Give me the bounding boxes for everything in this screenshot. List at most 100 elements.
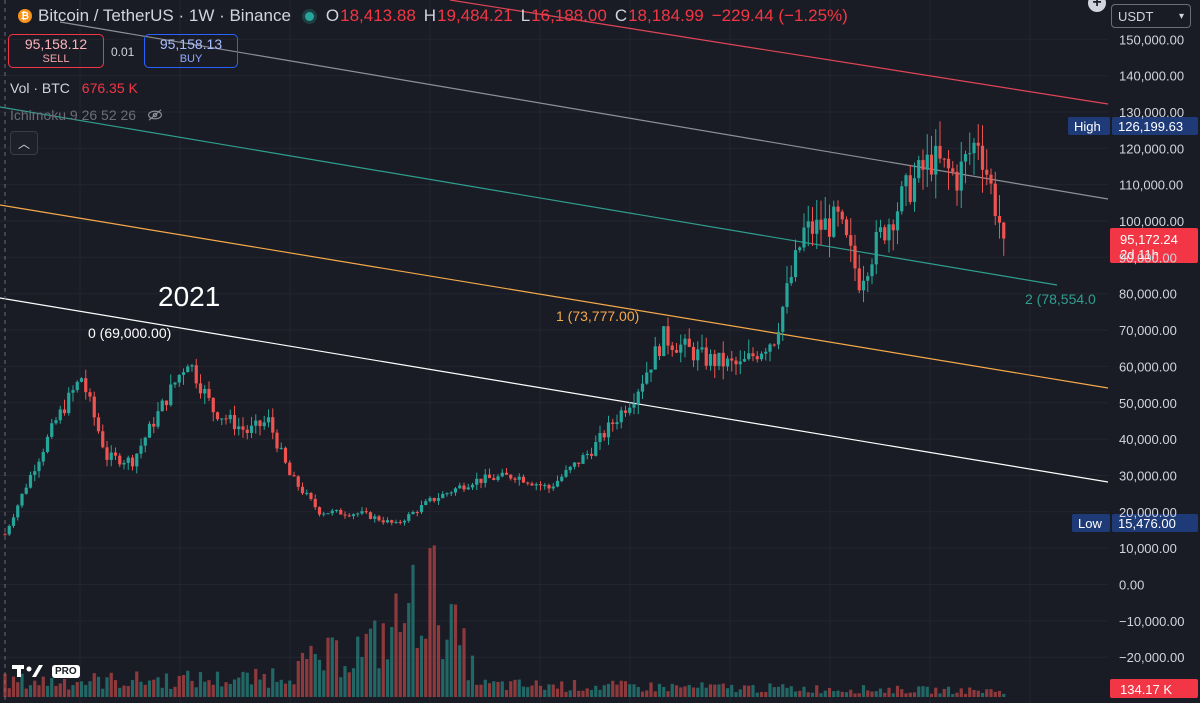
- volume-bar: [602, 685, 606, 697]
- volume-bar: [742, 685, 747, 697]
- candle-body: [725, 358, 730, 367]
- volume-bar: [853, 693, 857, 697]
- y-tick-label: 30,000.00: [1119, 468, 1177, 483]
- volume-bar: [645, 690, 649, 697]
- volume-bar: [755, 692, 759, 697]
- currency-select[interactable]: USDT ▾: [1111, 4, 1191, 28]
- volume-bar: [708, 684, 713, 697]
- volume-bar: [589, 689, 594, 697]
- volume-bar: [900, 689, 904, 697]
- volume-bar: [904, 693, 908, 697]
- ichimoku-legend[interactable]: Ichimoku 9 26 52 26: [10, 107, 164, 123]
- volume-bar: [462, 628, 466, 697]
- volume-bar: [181, 675, 186, 697]
- candle-body: [547, 485, 551, 489]
- volume-bar: [292, 684, 296, 697]
- fib-1-label: 1 (73,777.00): [556, 308, 639, 324]
- y-tick-label: −10,000.00: [1119, 614, 1184, 629]
- candle-body: [415, 511, 419, 513]
- candle-body: [436, 498, 441, 501]
- candle-body: [938, 145, 942, 159]
- symbol-title[interactable]: Bitcoin / TetherUS · 1W · Binance: [38, 6, 291, 25]
- volume-bar: [598, 689, 602, 697]
- volume-bar: [24, 688, 28, 697]
- candle-body: [968, 153, 972, 155]
- candle-body: [33, 471, 37, 475]
- candle-body: [470, 484, 475, 488]
- buy-button[interactable]: 95,158.13 BUY: [144, 34, 238, 68]
- volume-bar: [186, 670, 190, 697]
- volume-bar: [883, 692, 887, 697]
- volume-bar: [517, 679, 521, 697]
- last-price-badge: [1110, 228, 1198, 263]
- close-value: 18,184.99: [628, 6, 704, 25]
- volume-bar: [585, 688, 589, 697]
- volume-bar: [619, 680, 623, 697]
- volume-bar: [734, 692, 738, 697]
- volume-bar: [704, 687, 708, 697]
- volume-bar: [126, 686, 130, 697]
- volume-bar: [466, 680, 470, 697]
- candle-body: [827, 218, 832, 237]
- volume-bar: [130, 680, 135, 697]
- channel-top-line[interactable]: [449, 0, 1109, 105]
- volume-bar: [649, 682, 653, 697]
- buy-price: 95,158.13: [159, 36, 223, 52]
- volume-bar: [768, 683, 772, 697]
- volume-bar: [237, 677, 241, 697]
- volume-bar: [258, 679, 262, 697]
- eye-off-icon[interactable]: [146, 109, 164, 121]
- volume-bar: [398, 632, 402, 697]
- candle-body: [373, 516, 377, 519]
- candle-body: [207, 388, 211, 398]
- volume-bar: [475, 684, 479, 697]
- candle-body: [139, 445, 143, 454]
- volume-bar: [674, 685, 679, 697]
- fib-2-line[interactable]: [0, 106, 1058, 286]
- candle-body: [224, 418, 228, 420]
- candle-body: [24, 487, 28, 494]
- volume-bar: [653, 691, 657, 697]
- volume-bar: [976, 690, 980, 697]
- collapse-icon[interactable]: ︿: [10, 131, 38, 155]
- fib-1-line[interactable]: [0, 204, 1109, 389]
- volume-bar: [989, 689, 993, 697]
- candle-body: [67, 392, 71, 414]
- volume-bar: [713, 684, 717, 697]
- volume-bar: [20, 673, 24, 697]
- candle-body: [92, 396, 96, 418]
- volume-bar: [483, 679, 487, 697]
- candle-body: [993, 183, 997, 217]
- high-badge-label-bg: [1068, 117, 1110, 135]
- channel-mid-line[interactable]: [59, 21, 1109, 200]
- y-tick-label: 90,000.00: [1119, 250, 1177, 265]
- volume-bar: [54, 685, 58, 697]
- volume-bar: [521, 686, 526, 697]
- volume-bar: [67, 689, 71, 697]
- change-value: −229.44 (−1.25%): [711, 6, 848, 25]
- volume-bar: [538, 685, 543, 697]
- candle-body: [232, 414, 237, 430]
- low-badge-value: 15,476.00: [1118, 516, 1176, 531]
- volume-bar: [700, 682, 704, 697]
- spread-value: 0.01: [111, 45, 135, 59]
- candle-body: [585, 453, 589, 456]
- volume-legend[interactable]: Vol · BTC 676.35 K: [10, 80, 138, 96]
- candle-body: [109, 452, 113, 460]
- volume-bar: [113, 680, 118, 697]
- volume-bar: [823, 690, 827, 697]
- volume-bar: [164, 673, 169, 697]
- candle-body: [942, 158, 946, 160]
- volume-bar: [101, 688, 105, 697]
- sell-button[interactable]: 95,158.12 SELL: [8, 34, 104, 68]
- volume-bar: [118, 687, 122, 697]
- candle-body: [985, 169, 989, 175]
- candle-body: [313, 498, 317, 508]
- volume-bar: [895, 685, 900, 697]
- fib-0-line[interactable]: [0, 297, 1109, 483]
- volume-bar: [347, 672, 351, 697]
- volume-bar: [245, 672, 249, 697]
- candle-body: [305, 492, 309, 494]
- plus-icon[interactable]: +: [1088, 0, 1106, 12]
